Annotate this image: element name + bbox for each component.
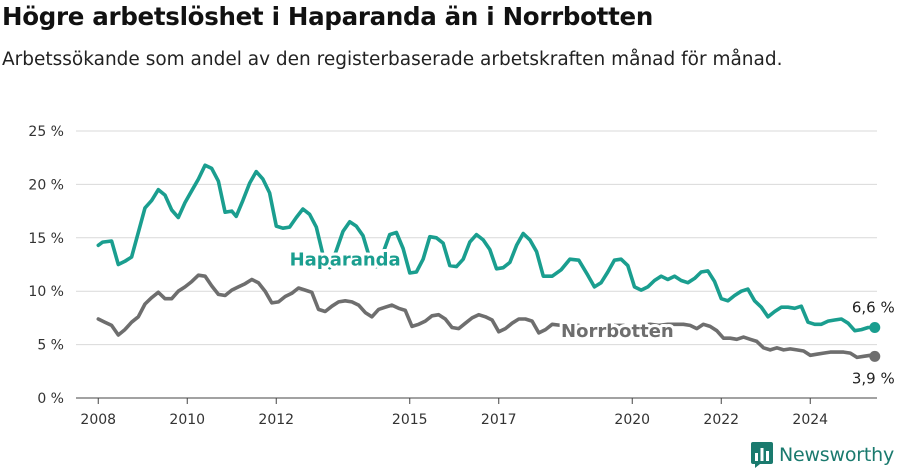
bar-chart-logo-icon <box>750 442 773 468</box>
y-tick-label: 25 % <box>28 124 64 140</box>
gridlines <box>76 130 877 346</box>
y-tick-label: 0 % <box>37 391 64 407</box>
y-tick-label: 15 % <box>28 231 64 247</box>
x-tick-label: 2015 <box>392 412 428 428</box>
newsworthy-logo: Newsworthy <box>750 442 894 468</box>
series-lines <box>96 163 881 362</box>
series-label-haparanda: Haparanda <box>290 250 401 271</box>
y-tick-label: 5 % <box>37 338 64 354</box>
x-tick-label: 2017 <box>481 412 517 428</box>
x-tick-label: 2010 <box>169 412 205 428</box>
series-line-haparanda <box>96 163 877 333</box>
x-tick-label: 2008 <box>80 412 116 428</box>
end-value-label-haparanda: 6,6 % <box>852 299 895 317</box>
series-line-norrbotten <box>96 273 877 360</box>
x-tick-label: 2012 <box>258 412 294 428</box>
end-marker-haparanda <box>869 322 881 334</box>
x-tick-label: 2020 <box>614 412 650 428</box>
end-value-label-norrbotten: 3,9 % <box>852 369 895 387</box>
chart-subtitle: Arbetssökande som andel av den registerb… <box>2 49 783 70</box>
chart-title: Högre arbetslöshet i Haparanda än i Norr… <box>2 2 653 31</box>
end-marker-norrbotten <box>869 350 881 362</box>
x-axis: 2008 2010 2012 2015 2017 2020 2022 2024 <box>76 397 877 428</box>
y-tick-label: 10 % <box>28 284 64 300</box>
series-labels: Haparanda Norrbotten 6,6 % 3,9 % <box>287 247 895 388</box>
x-tick-label: 2022 <box>703 412 739 428</box>
series-label-norrbotten: Norrbotten <box>561 321 674 342</box>
y-tick-label: 20 % <box>28 177 64 193</box>
brand-name: Newsworthy <box>778 444 894 466</box>
y-axis-tick-labels: 0 % 5 % 10 % 15 % 20 % 25 % <box>28 124 64 407</box>
x-tick-label: 2024 <box>792 412 828 428</box>
